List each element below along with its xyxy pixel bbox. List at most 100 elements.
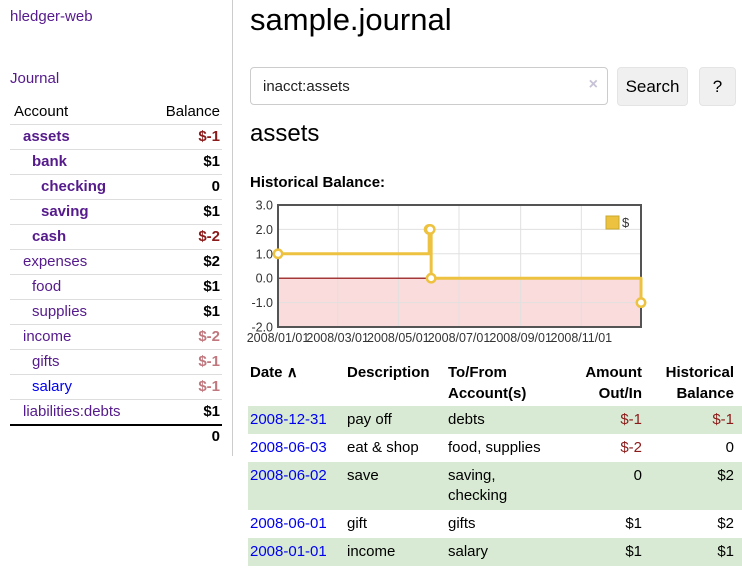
- account-link-cash[interactable]: cash: [32, 228, 67, 245]
- transaction-amount: $1: [625, 543, 642, 560]
- transaction-accounts: salary: [448, 543, 489, 560]
- help-button[interactable]: ?: [699, 67, 736, 106]
- account-link-bank[interactable]: bank: [32, 153, 68, 170]
- sort-ascending-icon: ∧: [286, 364, 298, 381]
- transaction-description: pay off: [347, 411, 392, 428]
- svg-text:2008/03/01: 2008/03/01: [306, 331, 369, 345]
- transaction-balance: $1: [717, 543, 734, 560]
- transaction-accounts: food, supplies: [448, 439, 541, 456]
- transaction-amount: $1: [625, 515, 642, 532]
- register-header-description: Description: [347, 364, 430, 381]
- account-row: salary $-1: [10, 374, 222, 400]
- svg-text:2008/01/01: 2008/01/01: [247, 331, 310, 345]
- accounts-header-row: Account Balance: [10, 100, 222, 125]
- transaction-balance: $2: [717, 467, 734, 484]
- svg-text:0.0: 0.0: [256, 272, 273, 286]
- app-brand-link[interactable]: hledger-web: [10, 8, 93, 25]
- account-balance: $1: [148, 299, 222, 325]
- transaction-accounts: debts: [448, 411, 485, 428]
- svg-text:2008/11/01: 2008/11/01: [551, 331, 613, 345]
- account-row: expenses $2: [10, 249, 222, 275]
- chart-section-label: Historical Balance:: [250, 174, 386, 191]
- account-link-food[interactable]: food: [32, 278, 62, 295]
- account-row: bank $1: [10, 149, 222, 175]
- page-title: sample.journal: [250, 2, 452, 37]
- account-row: income $-2: [10, 324, 222, 350]
- account-link-assets[interactable]: assets: [23, 128, 70, 145]
- transaction-date-link[interactable]: 2008-06-02: [250, 467, 327, 484]
- transaction-accounts: saving, checking: [448, 467, 508, 504]
- account-row: saving $1: [10, 199, 222, 225]
- register-row: 2008-01-01 income salary $1 $1: [248, 538, 742, 566]
- transaction-description: gift: [347, 515, 368, 532]
- account-link-supplies[interactable]: supplies: [32, 303, 88, 320]
- account-balance: $1: [148, 199, 222, 225]
- search-form: ×: [250, 67, 608, 105]
- account-balance: $1: [148, 274, 222, 300]
- account-link-gifts[interactable]: gifts: [32, 353, 60, 370]
- historical-balance-chart: $3.0 2.0 1.0 0.0 -1.0 -2.0 2008/01/01 2008/03/0…: [244, 198, 742, 353]
- transaction-date-link[interactable]: 2008-06-01: [250, 515, 327, 532]
- clear-search-icon[interactable]: ×: [588, 76, 598, 93]
- register-row: 2008-06-01 gift gifts $1 $2: [248, 510, 742, 538]
- svg-text:$: $: [622, 215, 630, 230]
- accounts-header-account: Account: [10, 100, 149, 125]
- account-title: assets: [250, 120, 320, 147]
- transaction-balance: 0: [725, 439, 734, 456]
- account-balance: $1: [148, 399, 222, 426]
- account-link-saving[interactable]: saving: [41, 203, 89, 220]
- search-input[interactable]: [250, 67, 608, 105]
- transaction-accounts: gifts: [448, 515, 476, 532]
- account-balance: $2: [148, 249, 222, 275]
- accounts-sidebar-table: Account Balance assets $-1 bank $1 checking 0…: [10, 100, 222, 448]
- svg-text:-1.0: -1.0: [251, 296, 273, 310]
- svg-text:1.0: 1.0: [256, 247, 273, 261]
- register-header-amount: Amount Out/In: [585, 364, 642, 402]
- account-row: supplies $1: [10, 299, 222, 325]
- account-link-salary[interactable]: salary: [32, 378, 73, 395]
- register-header-row: Date ∧ Description To/From Account(s) Am…: [248, 360, 742, 406]
- account-row: food $1: [10, 274, 222, 300]
- account-balance: $1: [148, 149, 222, 175]
- svg-text:2.0: 2.0: [256, 223, 273, 237]
- svg-text:-2.0: -2.0: [251, 321, 273, 335]
- account-link-liabilities-debts[interactable]: liabilities:debts: [23, 403, 121, 420]
- account-balance: 0: [148, 174, 222, 200]
- transaction-date-link[interactable]: 2008-06-03: [250, 439, 327, 456]
- accounts-total-balance: 0: [148, 424, 222, 448]
- register-header-date[interactable]: Date ∧: [250, 364, 298, 381]
- sidebar-divider: [232, 0, 233, 456]
- accounts-header-balance: Balance: [148, 100, 222, 125]
- account-link-expenses[interactable]: expenses: [23, 253, 88, 270]
- account-balance: $-2: [148, 224, 222, 250]
- account-link-checking[interactable]: checking: [41, 178, 107, 195]
- account-balance: $-2: [148, 324, 222, 350]
- account-balance: $-1: [148, 124, 222, 150]
- svg-text:2008/05/01: 2008/05/01: [367, 331, 430, 345]
- accounts-total-row: 0: [10, 424, 222, 448]
- transaction-date-link[interactable]: 2008-12-31: [250, 411, 327, 428]
- balance-chart-svg: $3.0 2.0 1.0 0.0 -1.0 -2.02008/01/012008/03/0…: [247, 199, 647, 345]
- register-row: 2008-06-03 eat & shop food, supplies $-2 0: [248, 434, 742, 462]
- transaction-amount: 0: [633, 467, 642, 484]
- register-row: 2008-06-02 save saving, checking 0 $2: [248, 462, 742, 510]
- account-link-income[interactable]: income: [23, 328, 72, 345]
- transaction-amount: $-2: [620, 439, 642, 456]
- search-button[interactable]: Search: [617, 67, 688, 106]
- transaction-balance: $-1: [712, 411, 734, 428]
- account-row: assets $-1: [10, 124, 222, 150]
- spacer: [10, 424, 149, 448]
- transaction-description: income: [347, 543, 396, 560]
- account-balance: $-1: [148, 374, 222, 400]
- account-balance: $-1: [148, 349, 222, 375]
- nav-journal-link[interactable]: Journal: [10, 70, 60, 87]
- transaction-balance: $2: [717, 515, 734, 532]
- account-row: gifts $-1: [10, 349, 222, 375]
- register-header-balance: Historical Balance: [665, 364, 734, 402]
- account-row: liabilities:debts $1: [10, 399, 222, 426]
- account-row: cash $-2: [10, 224, 222, 250]
- register-header-accounts: To/From Account(s): [448, 364, 527, 402]
- transaction-date-link[interactable]: 2008-01-01: [250, 543, 327, 560]
- svg-text:2008/07/01: 2008/07/01: [428, 331, 491, 345]
- svg-text:3.0: 3.0: [256, 199, 273, 213]
